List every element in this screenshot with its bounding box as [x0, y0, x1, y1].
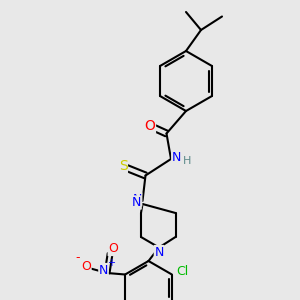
Text: N: N: [172, 151, 181, 164]
Text: O: O: [145, 119, 155, 133]
Text: H: H: [183, 156, 192, 167]
Text: O: O: [81, 260, 91, 274]
Text: +: +: [107, 257, 115, 268]
Text: O: O: [108, 242, 118, 256]
Text: N: N: [132, 196, 141, 209]
Text: Cl: Cl: [176, 265, 188, 278]
Text: N: N: [154, 245, 164, 259]
Text: -: -: [76, 251, 80, 265]
Text: N: N: [132, 193, 142, 206]
Text: S: S: [118, 160, 127, 173]
Text: N: N: [99, 263, 108, 277]
